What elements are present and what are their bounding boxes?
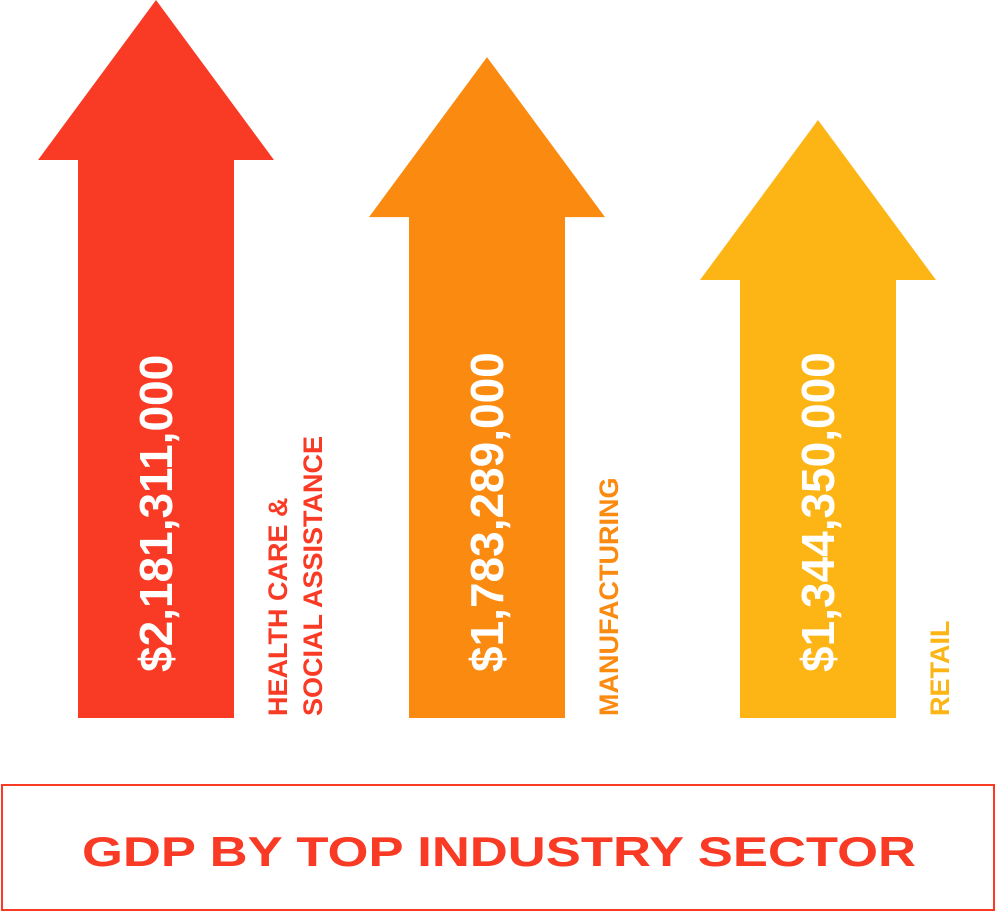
arrow-bar xyxy=(369,57,605,718)
title-box xyxy=(1,784,995,911)
value-label: $1,344,350,000 xyxy=(792,352,844,672)
arrow-bar xyxy=(38,0,274,718)
category-label: SOCIAL ASSISTANCE xyxy=(298,436,328,716)
chart-title: GDP BY TOP INDUSTRY SECTOR xyxy=(82,828,916,875)
category-label: HEALTH CARE & xyxy=(263,498,293,717)
category-label: MANUFACTURING xyxy=(594,478,624,716)
arrow-bar xyxy=(700,120,936,718)
value-label: $2,181,311,000 xyxy=(130,355,182,672)
category-label: RETAIL xyxy=(925,621,955,717)
value-label: $1,783,289,000 xyxy=(461,352,513,672)
